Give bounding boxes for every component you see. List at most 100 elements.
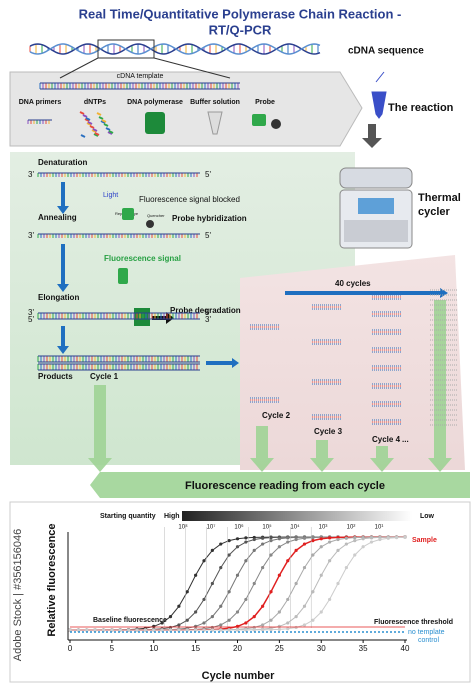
- arrow: [428, 300, 452, 472]
- arrow: [310, 440, 334, 472]
- polymerase-icon: [134, 308, 150, 326]
- annotation: Baseline fluorescence: [93, 617, 167, 624]
- strand-end: 5': [205, 308, 211, 317]
- x-tick-label: 20: [233, 644, 242, 653]
- strand-end: 3': [28, 231, 34, 240]
- dntp: [84, 118, 90, 122]
- annotation: Sample: [412, 537, 437, 544]
- component-label: Probe: [255, 99, 275, 106]
- arrow: [370, 446, 394, 472]
- title: RT/Q-PCR: [209, 22, 272, 37]
- cycle-label: Cycle 2: [262, 411, 291, 420]
- x-tick-label: 0: [68, 644, 73, 653]
- dilution-label: 10²: [347, 525, 356, 531]
- dntp: [85, 117, 91, 121]
- dntp: [91, 129, 97, 133]
- probe: [252, 114, 266, 126]
- quantity-gradient: [182, 511, 412, 521]
- dntp: [107, 131, 113, 135]
- arrow: [152, 312, 174, 324]
- cycle-label: Cycle 4: [372, 435, 401, 444]
- x-tick-label: 5: [110, 644, 115, 653]
- axis-label: Cycle number: [202, 670, 275, 682]
- dntp: [80, 134, 86, 138]
- component-label: DNA polymerase: [127, 99, 183, 106]
- label: Quencher: [147, 213, 165, 218]
- probe: [271, 119, 281, 129]
- chart-panel: [9, 501, 471, 683]
- components: DNA primers dNTPs DNA polymerase Buffer sol…: [19, 99, 281, 138]
- title: Real Time/Quantitative Polymerase Chain …: [79, 6, 402, 21]
- strand-end: 5': [205, 170, 211, 179]
- arrow: [57, 244, 69, 292]
- dntp: [98, 116, 104, 120]
- cycles-panel: [240, 255, 465, 470]
- dntp: [94, 132, 100, 136]
- zoom-line: [59, 57, 99, 79]
- dntp: [79, 111, 85, 115]
- x-tick-label: 10: [149, 644, 158, 653]
- backbone: [29, 43, 321, 55]
- arrow: [57, 326, 69, 354]
- reading-bar: [90, 472, 470, 498]
- annotation: control: [418, 637, 439, 644]
- dilution-labels: 10⁸ 10⁷ 10⁶ 10⁵ 10⁴ 10³ 10² 10¹: [178, 524, 383, 531]
- strand-end: 3': [28, 308, 34, 317]
- label: Thermal: [418, 192, 461, 204]
- reporter-icon: [122, 208, 134, 220]
- cycle-label: Cycle 3: [314, 427, 343, 436]
- arrow: [57, 182, 69, 214]
- axis-label: Relative fluorescence: [46, 523, 58, 636]
- x-tick-label: 15: [191, 644, 200, 653]
- zoom-line: [153, 57, 231, 79]
- label: High: [164, 513, 180, 520]
- dntp: [86, 122, 92, 126]
- label: Starting quantity: [100, 513, 156, 520]
- component-label: dNTPs: [84, 99, 106, 106]
- dntp: [101, 119, 107, 123]
- thermal-cycler-icon: [339, 167, 413, 249]
- component-label: DNA primers: [19, 99, 62, 106]
- cycle-label: ...: [402, 435, 409, 444]
- copies: [250, 289, 458, 426]
- dntp: [89, 125, 95, 129]
- dntp: [108, 130, 114, 134]
- component-icon: [207, 111, 223, 135]
- dilution-label: 10⁵: [262, 524, 272, 531]
- dntp: [92, 128, 98, 132]
- dilution-label: 10⁶: [234, 524, 244, 531]
- backbone: [29, 43, 321, 55]
- label: cDNA sequence: [348, 46, 424, 57]
- arrow: [362, 124, 382, 148]
- step-label: Cycle 1: [90, 372, 119, 381]
- step-label: Elongation: [38, 293, 79, 302]
- label: 40 cycles: [335, 279, 371, 288]
- component-icon: [79, 111, 114, 138]
- component-icon: [27, 119, 52, 124]
- dntp: [103, 123, 109, 127]
- dilution-label: 10⁸: [178, 524, 188, 531]
- x-tick-label: 35: [359, 644, 368, 653]
- dntp: [96, 112, 102, 116]
- dilution-label: 10³: [319, 525, 328, 531]
- strand-end: 5': [205, 231, 211, 240]
- x-tick-label: 30: [317, 644, 326, 653]
- step-label: Probe hybridization: [172, 214, 247, 223]
- dilution-label: 10¹: [375, 525, 384, 531]
- strands: 3' 5'3' 5'3' 5'5' 3': [28, 170, 211, 371]
- strand-end: 3': [28, 170, 34, 179]
- annotation: Fluorescence threshold: [374, 619, 453, 626]
- amplification-curve: [70, 536, 406, 631]
- annotation: no template: [408, 629, 445, 636]
- label: cycler: [418, 206, 451, 218]
- tube-icon: [371, 71, 387, 119]
- dntp: [82, 114, 88, 118]
- arrow: [88, 385, 112, 472]
- label: Fluorescence signal: [104, 254, 181, 263]
- arrow: [285, 288, 448, 298]
- x-tick-label: 25: [275, 644, 284, 653]
- dntp: [87, 121, 93, 125]
- chart: 0 5 10 15 20 25 30 35 40: [67, 527, 410, 653]
